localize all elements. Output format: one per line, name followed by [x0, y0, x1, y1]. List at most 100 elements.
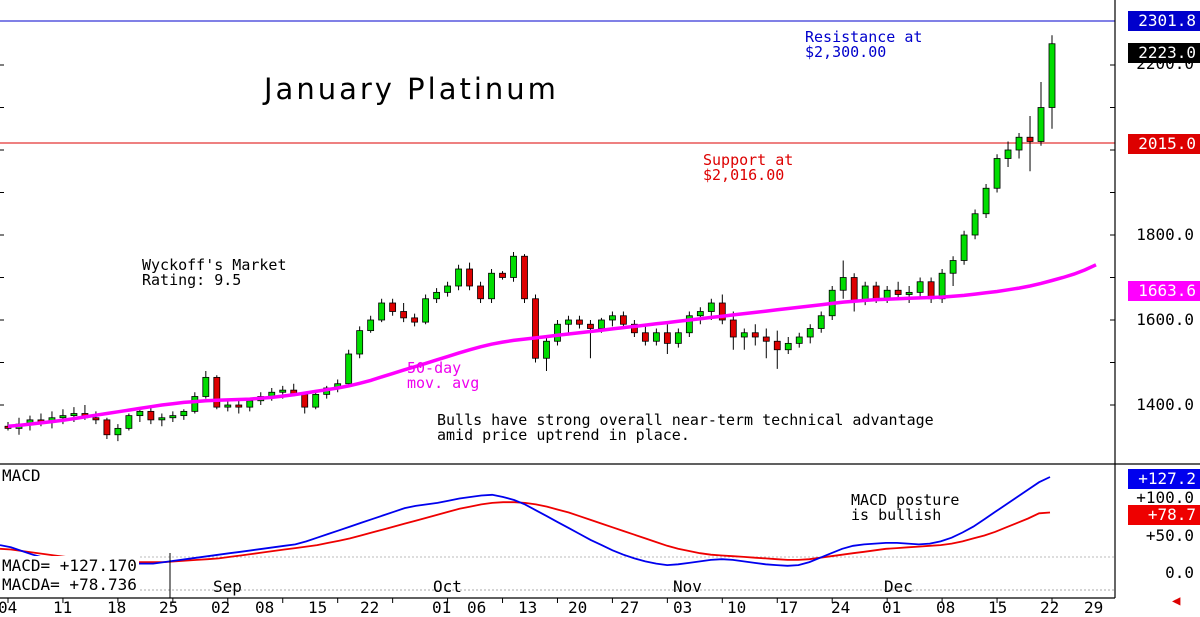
candle-body	[444, 285, 451, 293]
x-tick: 22	[1040, 598, 1060, 617]
candle-body	[971, 213, 979, 236]
candle-body	[762, 336, 770, 342]
candle-body	[729, 319, 737, 338]
macd-tick: +50.0	[1145, 526, 1194, 545]
candle-body	[554, 323, 561, 342]
candle-body	[905, 291, 913, 295]
candle-body	[631, 323, 638, 334]
x-tick: 08	[936, 598, 956, 617]
candle-body	[466, 268, 473, 287]
ma-label: 50-day mov. avg	[407, 359, 480, 392]
candle-body	[707, 302, 715, 312]
candle-body	[982, 187, 990, 215]
candle-body	[609, 315, 616, 321]
candle-body	[191, 396, 199, 412]
candle-body	[718, 302, 726, 321]
support-annotation: Support at $2,016.00	[703, 151, 794, 184]
frame-layer	[0, 0, 1116, 603]
x-tick: 04	[0, 598, 18, 617]
signal-tag: +78.7	[1128, 505, 1200, 525]
candle-body	[543, 340, 550, 359]
wyckoff-rating: Wyckoff's Market Rating: 9.5	[142, 256, 287, 289]
x-tick: 13	[518, 598, 538, 617]
candle-body	[510, 255, 517, 278]
level-lines	[0, 20, 1115, 144]
candle-body	[202, 376, 210, 397]
macd-tick: 0.0	[1165, 563, 1194, 582]
candle-body	[411, 317, 419, 323]
candle-body	[993, 158, 1001, 189]
candle-body	[960, 234, 968, 261]
candle-body	[158, 417, 166, 421]
candle-body	[224, 404, 232, 408]
x-tick: 20	[568, 598, 588, 617]
candle-body	[367, 319, 375, 332]
candle-body	[180, 410, 188, 417]
candle-body	[949, 260, 957, 274]
macd-line	[0, 476, 1051, 567]
candle-body	[806, 328, 814, 338]
macd-posture-annotation: MACD posture is bullish	[851, 491, 960, 524]
x-tick: 24	[831, 598, 851, 617]
candle-body	[433, 291, 440, 300]
candle-body	[784, 342, 792, 351]
scroll-arrow-icon[interactable]: ◀	[1172, 593, 1181, 609]
candle-body	[696, 311, 704, 317]
x-tick: 01	[432, 598, 452, 617]
ma-tag: 1663.6	[1128, 281, 1200, 301]
candle-body	[1026, 136, 1034, 142]
bulls-annotation: Bulls have strong overall near-term tech…	[437, 411, 934, 444]
candle-body	[872, 285, 880, 300]
candle-body	[674, 332, 682, 344]
candle-body	[246, 400, 254, 408]
macd-readout: MACD= +127.170	[0, 556, 139, 575]
month-label: Dec	[884, 577, 913, 596]
candle-body	[576, 319, 583, 325]
candle-body	[620, 315, 627, 325]
candle-body	[751, 332, 759, 338]
candle-body	[565, 319, 572, 325]
ma50-line	[7, 263, 1097, 429]
candle-body	[685, 315, 693, 334]
x-tick: 11	[53, 598, 73, 617]
moving-average-layer	[7, 263, 1097, 429]
x-tick: 06	[467, 598, 487, 617]
candle-body	[795, 336, 803, 344]
candle-body	[773, 340, 781, 351]
candle-body	[641, 332, 649, 342]
candle-body	[817, 315, 825, 329]
candle-body	[147, 410, 155, 421]
x-tick: 25	[159, 598, 179, 617]
candle-body	[499, 272, 506, 278]
x-tick: 15	[308, 598, 328, 617]
month-label: Nov	[673, 577, 702, 596]
candle-body	[345, 353, 353, 385]
candle-body	[389, 302, 397, 312]
candle-body	[532, 298, 539, 359]
candle-body	[839, 277, 847, 291]
price-tick: 1800.0	[1136, 225, 1194, 244]
macd-panel-label: MACD	[2, 466, 41, 485]
macd-layer	[0, 476, 1051, 567]
candle-body	[92, 417, 100, 421]
candle-body	[59, 415, 67, 419]
candle-body	[125, 415, 133, 429]
candle-body	[455, 268, 462, 287]
candle-body	[598, 319, 605, 329]
x-tick: 02	[211, 598, 231, 617]
x-tick: 29	[1084, 598, 1104, 617]
candle-body	[378, 302, 386, 321]
candle-body	[894, 289, 902, 295]
macd-tick: +100.0	[1136, 488, 1194, 507]
candle-body	[587, 323, 594, 329]
candle-body	[235, 404, 243, 408]
candle-body	[916, 281, 924, 293]
candle-body	[422, 298, 430, 323]
x-tick: 27	[620, 598, 640, 617]
candle-body	[279, 389, 287, 393]
candle-body	[114, 427, 122, 436]
candle-body	[488, 272, 495, 300]
x-tick: 08	[255, 598, 275, 617]
x-tick: 15	[988, 598, 1008, 617]
